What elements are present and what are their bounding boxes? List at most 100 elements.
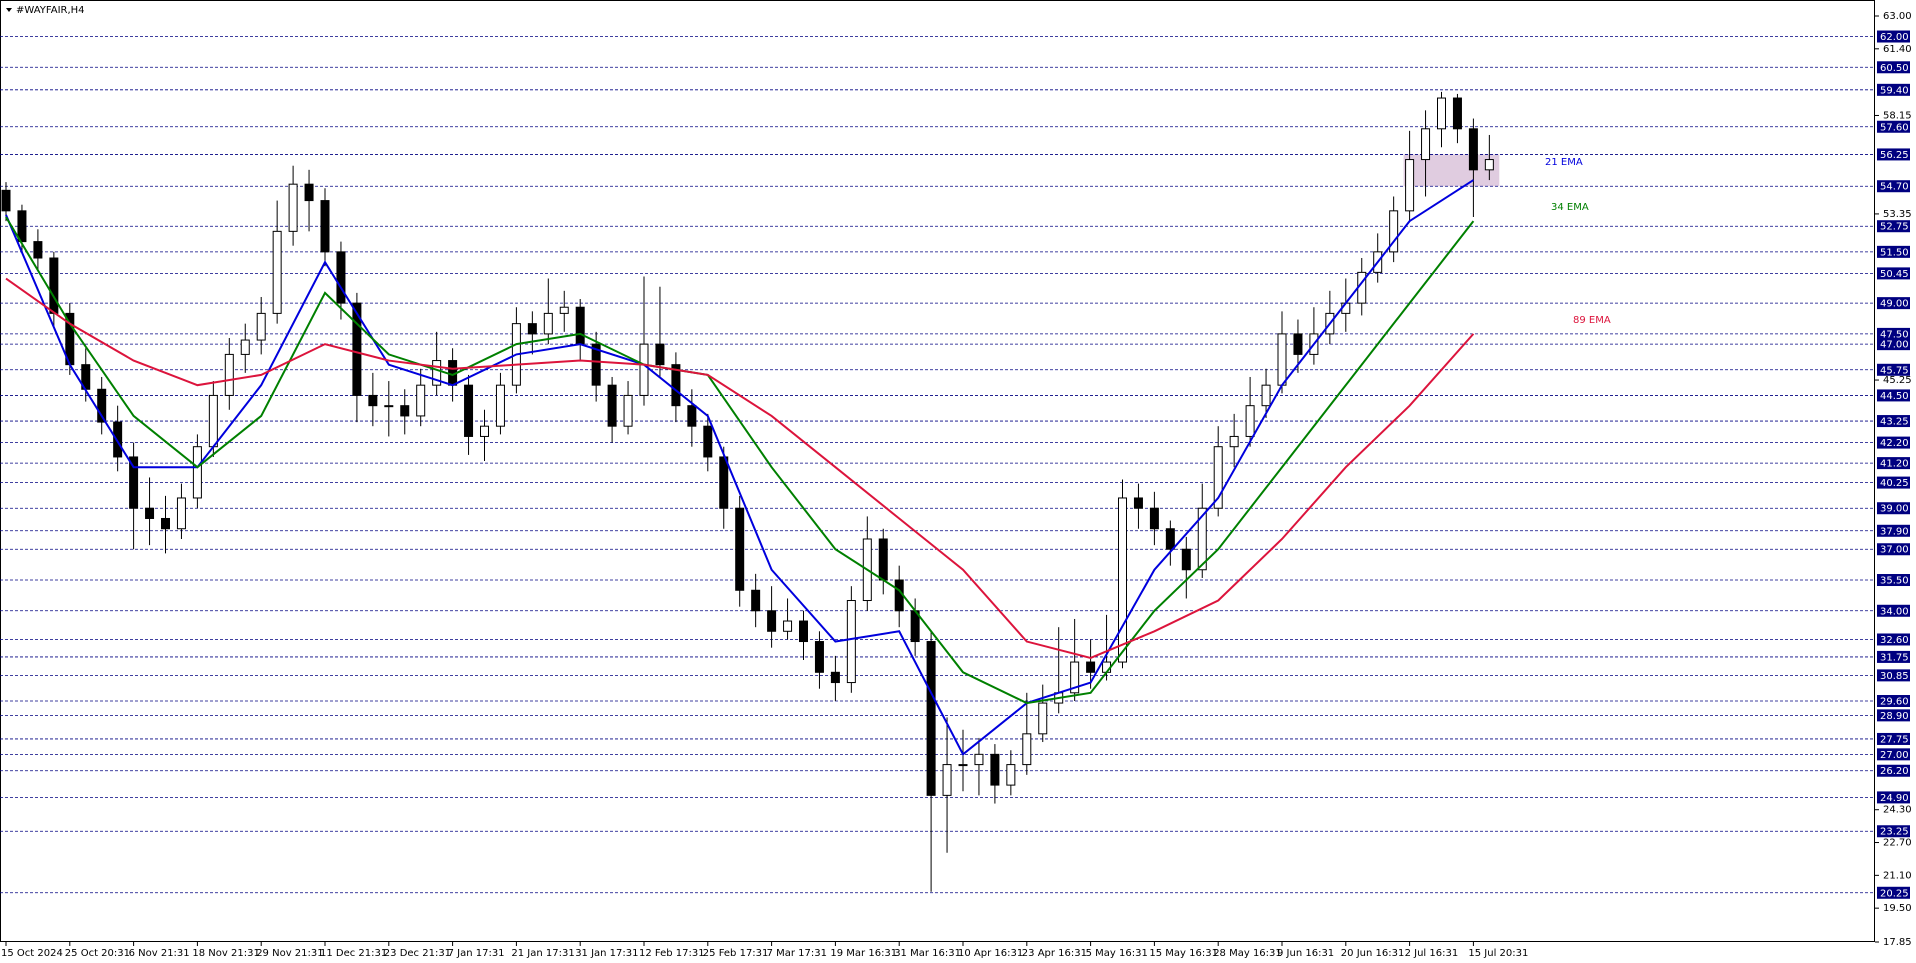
candle-body — [1437, 97, 1446, 130]
level-tag — [1877, 297, 1910, 310]
level-tag — [1877, 30, 1910, 43]
x-tick-label: 18 Nov 21:31 — [192, 948, 259, 959]
candle-body — [1022, 733, 1032, 766]
x-tick-label: 11 Dec 21:31 — [320, 948, 387, 959]
candle-body — [49, 257, 59, 314]
x-tick-label: 25 Oct 20:31 — [65, 948, 130, 959]
level-tag — [1877, 148, 1910, 161]
level-tag — [1877, 633, 1910, 646]
level-label: 29.60 — [1880, 697, 1909, 708]
x-tick-label: 23 Dec 21:31 — [384, 948, 451, 959]
level-tag — [1877, 669, 1910, 682]
candle-body — [671, 364, 681, 407]
x-tick-label: 23 Apr 16:31 — [1022, 948, 1087, 959]
level-label: 45.75 — [1880, 365, 1909, 376]
level-tag — [1877, 764, 1910, 777]
candle-body — [1213, 446, 1223, 509]
x-tick-label: 10 Apr 16:31 — [958, 948, 1023, 959]
ema-label: 89 EMA — [1573, 315, 1611, 326]
y-tick-label: 53.35 — [1883, 209, 1912, 220]
level-tag — [1877, 363, 1910, 376]
level-label: 47.50 — [1880, 329, 1909, 340]
candle-body — [336, 251, 346, 304]
level-label: 24.90 — [1880, 793, 1909, 804]
ema-line — [5, 216, 1475, 705]
level-tag — [1877, 886, 1910, 899]
x-tick-label: 15 Jul 20:31 — [1468, 948, 1528, 959]
candle-body — [1277, 333, 1287, 386]
candle-body — [400, 405, 410, 417]
candle-body — [1468, 128, 1478, 171]
candle-body — [33, 241, 43, 259]
ema-label: 21 EMA — [1545, 157, 1583, 168]
level-label: 51.50 — [1880, 247, 1909, 258]
candle-body — [1133, 497, 1143, 509]
candle-body — [607, 384, 617, 427]
x-tick-label: 25 Feb 17:31 — [703, 948, 769, 959]
y-tick-label: 17.85 — [1883, 937, 1912, 948]
x-tick-label: 5 May 16:31 — [1086, 948, 1148, 959]
candle-body — [352, 302, 362, 396]
candle-body — [113, 421, 123, 458]
level-tag — [1877, 791, 1910, 804]
candle-body — [161, 517, 170, 530]
candle-body — [830, 671, 840, 684]
candle-body — [464, 384, 474, 437]
level-label: 41.20 — [1880, 459, 1909, 470]
chart-title: #WAYFAIR,H4 — [16, 5, 85, 16]
candle-body — [559, 306, 569, 314]
ema-line — [5, 277, 1475, 659]
level-label: 30.85 — [1880, 671, 1909, 682]
level-label: 49.00 — [1880, 299, 1909, 310]
x-tick-label: 31 Mar 16:31 — [894, 948, 961, 959]
candle-body — [687, 405, 697, 427]
ema-label: 34 EMA — [1551, 202, 1589, 213]
level-tag — [1877, 457, 1910, 470]
x-tick-label: 21 Jan 17:31 — [511, 948, 574, 959]
candle-body — [1389, 210, 1399, 253]
y-tick-label: 22.70 — [1883, 838, 1912, 849]
candle-body — [1421, 128, 1431, 161]
candle-body — [799, 620, 808, 643]
candle-body — [1118, 497, 1127, 663]
level-tag — [1877, 695, 1910, 708]
plot-frame — [0, 0, 1875, 942]
x-tick-label: 9 Jun 16:31 — [1277, 948, 1334, 959]
level-tag — [1877, 83, 1910, 96]
x-tick-label: 2 Jul 16:31 — [1405, 948, 1459, 959]
candle-body — [1261, 384, 1271, 407]
level-label: 35.50 — [1880, 576, 1909, 587]
level-label: 20.25 — [1880, 888, 1909, 899]
level-label: 32.60 — [1880, 635, 1909, 646]
level-tag — [1877, 120, 1910, 133]
candle-body — [1165, 528, 1175, 550]
level-tag — [1877, 220, 1910, 233]
menu-arrow[interactable] — [6, 8, 12, 12]
level-tag — [1877, 524, 1910, 537]
candle-body — [416, 384, 426, 417]
candle-body — [974, 753, 984, 766]
candle-body — [527, 323, 537, 335]
candle-body — [990, 753, 1000, 786]
candle-body — [368, 394, 378, 407]
x-tick-label: 20 Jun 16:31 — [1341, 948, 1405, 959]
y-tick-label: 19.50 — [1883, 903, 1912, 914]
candle-body — [1181, 548, 1191, 571]
price-zone — [1403, 154, 1500, 187]
y-tick-label: 61.40 — [1883, 44, 1912, 55]
level-tag — [1877, 574, 1910, 587]
level-tag — [1877, 267, 1910, 280]
level-label: 28.90 — [1880, 711, 1909, 722]
candle-body — [240, 339, 250, 355]
candle-body — [129, 456, 139, 509]
candle-body — [1086, 661, 1096, 673]
x-tick-label: 15 Oct 2024 — [1, 948, 63, 959]
level-label: 37.90 — [1880, 526, 1909, 537]
level-label: 60.50 — [1880, 63, 1909, 74]
candle-body — [639, 343, 649, 396]
x-tick-label: 29 Nov 21:31 — [256, 948, 323, 959]
candle-body — [384, 405, 394, 408]
candle-body — [192, 446, 202, 499]
level-tag — [1877, 748, 1910, 761]
